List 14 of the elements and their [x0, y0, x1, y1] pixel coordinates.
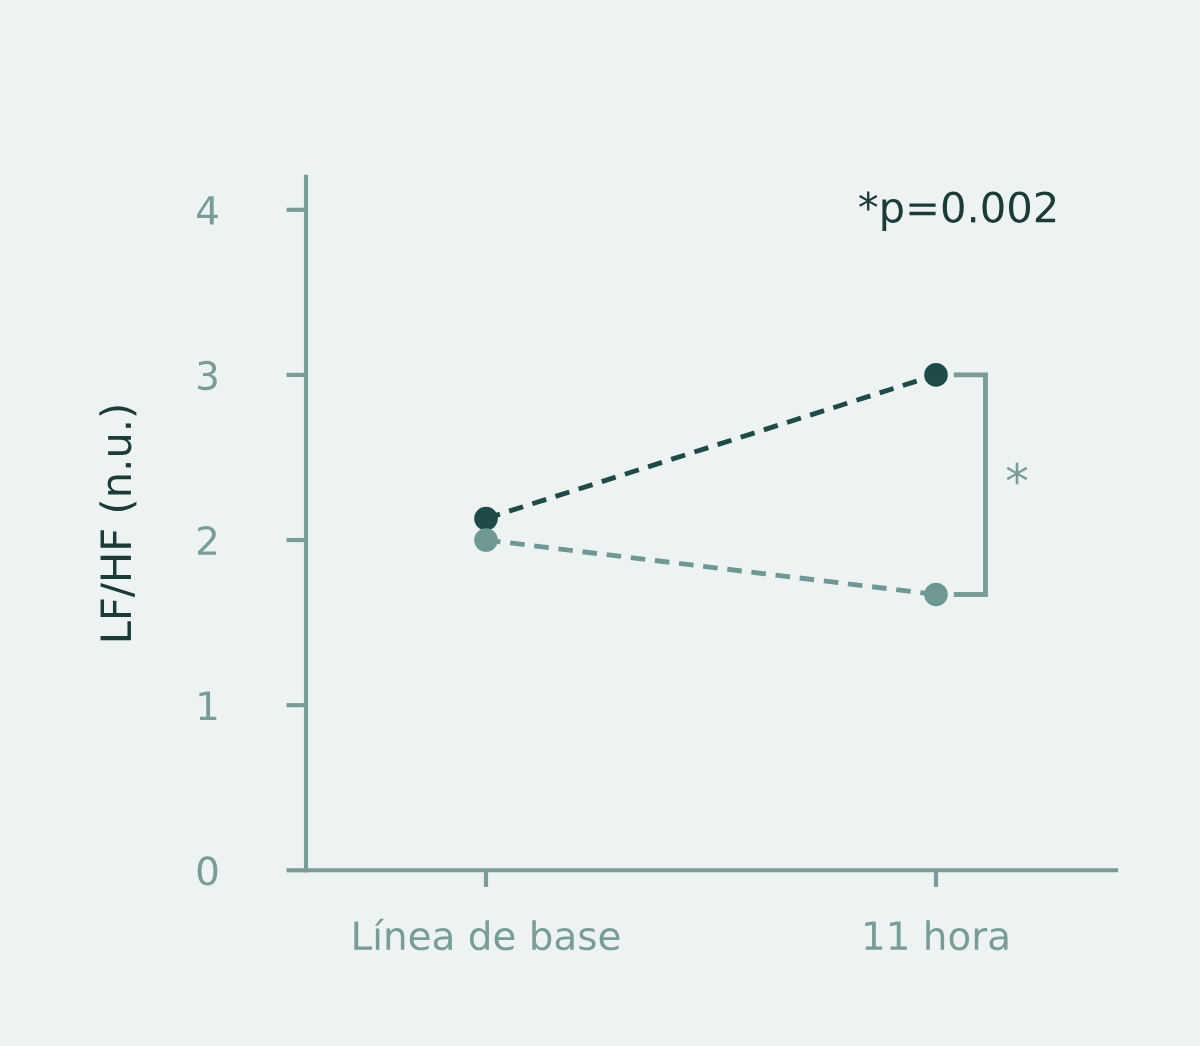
- point: [474, 528, 498, 552]
- y-tick-label: 3: [198, 360, 217, 391]
- x-tick-label: Línea de base: [354, 918, 620, 951]
- y-tick-label: 0: [197, 856, 218, 886]
- y-tick-label: 2: [198, 525, 216, 555]
- point: [474, 506, 498, 531]
- y-tick-label: 4: [197, 196, 218, 225]
- point: [924, 363, 948, 387]
- point: [924, 582, 948, 607]
- y-axis-title: LF/HF (n.u.): [99, 406, 137, 641]
- annotation: *p=0.002: [859, 191, 1056, 231]
- x-tick-label: 11 hora: [865, 920, 1008, 951]
- y-tick-label: 1: [199, 691, 217, 720]
- annotation: *: [1006, 462, 1028, 485]
